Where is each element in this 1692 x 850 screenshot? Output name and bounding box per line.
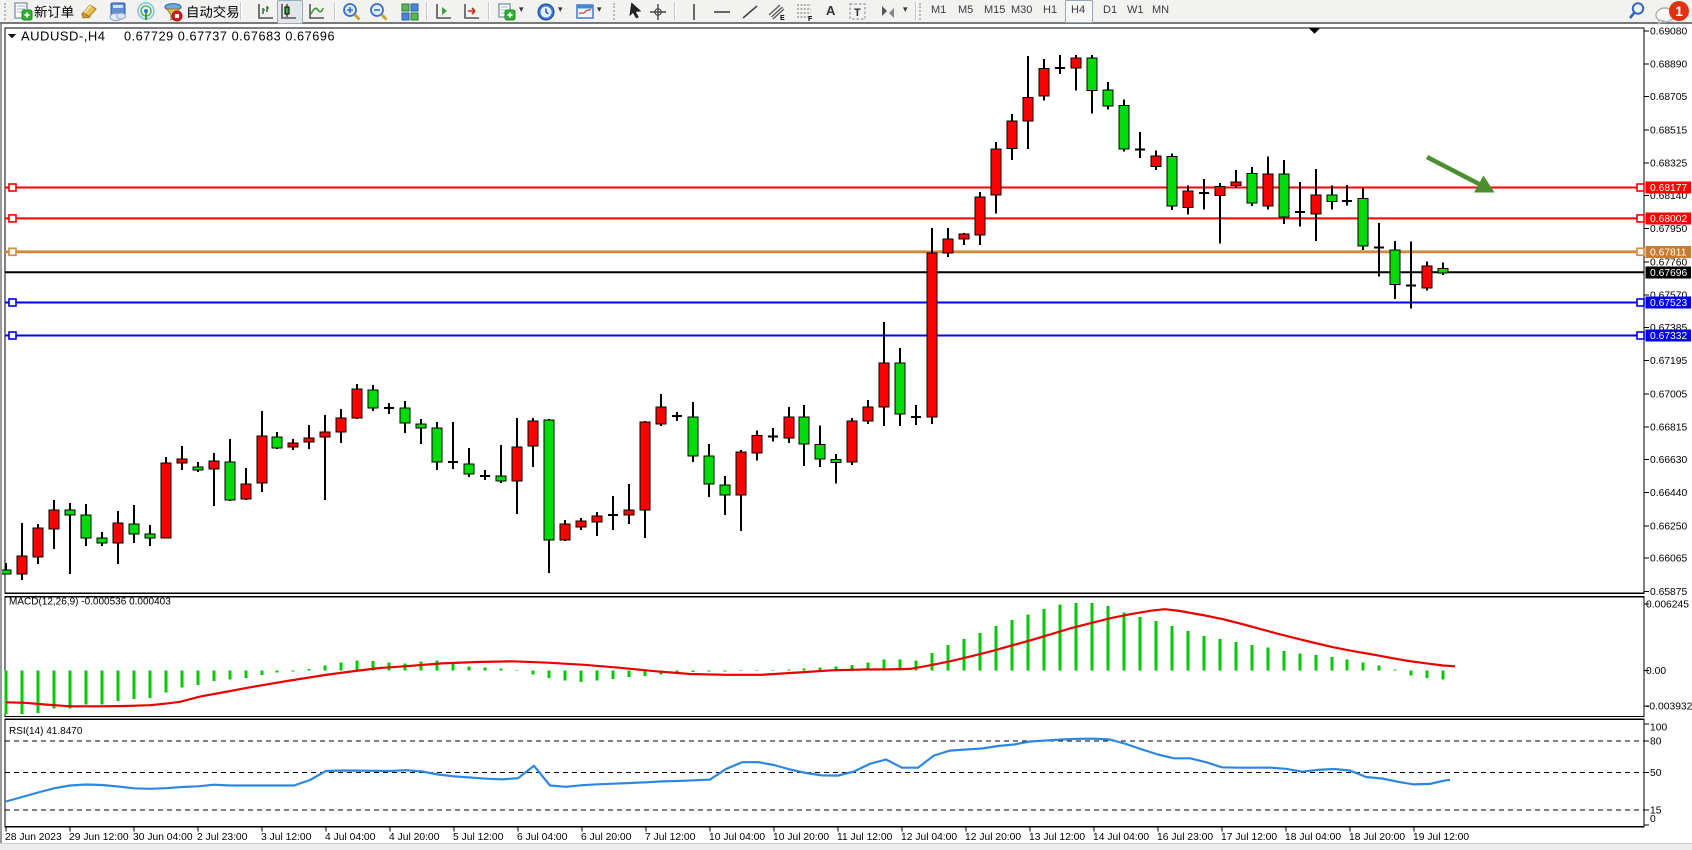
svg-text:T: T (854, 7, 861, 19)
svg-text:0.67760: 0.67760 (1650, 257, 1687, 268)
svg-text:-0.003932: -0.003932 (1646, 702, 1692, 713)
svg-text:0: 0 (1650, 814, 1656, 825)
svg-text:MACD(12,26,9) -0.000536 0.0004: MACD(12,26,9) -0.000536 0.000403 (9, 597, 171, 608)
svg-text:4 Jul 04:00: 4 Jul 04:00 (325, 832, 376, 843)
svg-text:0.66630: 0.66630 (1650, 455, 1687, 466)
svg-text:6 Jul 04:00: 6 Jul 04:00 (517, 832, 568, 843)
svg-text:15: 15 (1650, 806, 1662, 817)
svg-text:80: 80 (1650, 737, 1662, 748)
svg-text:0.67729 0.67737 0.67683 0.6769: 0.67729 0.67737 0.67683 0.67696 (124, 30, 335, 44)
svg-text:RSI(14) 41.8470: RSI(14) 41.8470 (9, 726, 83, 737)
svg-text:19 Jul 12:00: 19 Jul 12:00 (1413, 832, 1469, 843)
svg-text:0.67005: 0.67005 (1650, 389, 1687, 400)
svg-text:0.66440: 0.66440 (1650, 488, 1687, 499)
svg-text:4 Jul 20:00: 4 Jul 20:00 (389, 832, 440, 843)
svg-text:13 Jul 12:00: 13 Jul 12:00 (1029, 832, 1085, 843)
svg-text:0.67385: 0.67385 (1650, 323, 1687, 334)
svg-text:29 Jun 12:00: 29 Jun 12:00 (69, 832, 129, 843)
svg-text:F: F (808, 16, 813, 22)
svg-text:50: 50 (1650, 768, 1662, 779)
svg-text:0.67523: 0.67523 (1650, 298, 1687, 309)
svg-text:0.68705: 0.68705 (1650, 92, 1687, 103)
svg-text:0.68515: 0.68515 (1650, 125, 1687, 136)
svg-text:18 Jul 20:00: 18 Jul 20:00 (1349, 832, 1405, 843)
svg-text:0.66065: 0.66065 (1650, 554, 1687, 565)
svg-text:7 Jul 12:00: 7 Jul 12:00 (645, 832, 696, 843)
svg-text:0.66250: 0.66250 (1650, 521, 1687, 532)
svg-text:0.65875: 0.65875 (1650, 587, 1687, 598)
svg-text:0.67332: 0.67332 (1650, 331, 1687, 342)
svg-text:16 Jul 23:00: 16 Jul 23:00 (1157, 832, 1213, 843)
svg-text:14 Jul 04:00: 14 Jul 04:00 (1093, 832, 1149, 843)
svg-text:0.68177: 0.68177 (1650, 183, 1687, 194)
svg-text:0.006245: 0.006245 (1646, 600, 1689, 611)
svg-text:AUDUSD-,H4: AUDUSD-,H4 (21, 29, 105, 44)
svg-text:0.69080: 0.69080 (1650, 27, 1687, 38)
svg-text:100: 100 (1650, 723, 1667, 734)
svg-text:6 Jul 20:00: 6 Jul 20:00 (581, 832, 632, 843)
svg-text:E: E (780, 15, 785, 22)
svg-text:0.67811: 0.67811 (1650, 247, 1687, 258)
svg-text:5 Jul 12:00: 5 Jul 12:00 (453, 832, 504, 843)
svg-text:0.00: 0.00 (1646, 666, 1666, 677)
svg-text:0.67696: 0.67696 (1650, 268, 1687, 279)
svg-text:2 Jul 23:00: 2 Jul 23:00 (197, 832, 248, 843)
svg-text:3 Jul 12:00: 3 Jul 12:00 (261, 832, 312, 843)
svg-text:28 Jun 2023: 28 Jun 2023 (5, 832, 62, 843)
svg-text:0.68325: 0.68325 (1650, 159, 1687, 170)
svg-text:12 Jul 04:00: 12 Jul 04:00 (901, 832, 957, 843)
svg-text:11 Jul 12:00: 11 Jul 12:00 (837, 832, 893, 843)
svg-text:17 Jul 12:00: 17 Jul 12:00 (1221, 832, 1277, 843)
svg-text:10 Jul 04:00: 10 Jul 04:00 (709, 832, 765, 843)
svg-text:0.66815: 0.66815 (1650, 423, 1687, 434)
svg-text:0.67570: 0.67570 (1650, 291, 1687, 302)
svg-text:0.68890: 0.68890 (1650, 60, 1687, 71)
svg-text:18 Jul 04:00: 18 Jul 04:00 (1285, 832, 1341, 843)
svg-text:12 Jul 20:00: 12 Jul 20:00 (965, 832, 1021, 843)
svg-text:0.68140: 0.68140 (1650, 191, 1687, 202)
svg-text:0.68002: 0.68002 (1650, 214, 1687, 225)
svg-text:10 Jul 20:00: 10 Jul 20:00 (773, 832, 829, 843)
svg-text:0.67950: 0.67950 (1650, 224, 1687, 235)
svg-text:30 Jun 04:00: 30 Jun 04:00 (133, 832, 193, 843)
svg-text:0.67195: 0.67195 (1650, 356, 1687, 367)
